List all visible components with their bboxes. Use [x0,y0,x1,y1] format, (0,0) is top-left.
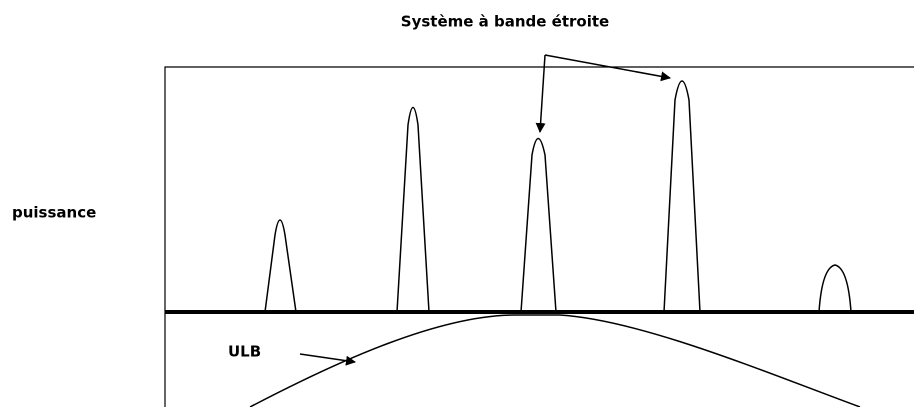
narrowband-peak [520,137,557,313]
narrowband-peak [818,264,852,313]
narrowband-peak [663,80,701,313]
arrow [544,54,671,82]
ulb-arrow [299,353,356,366]
ulb-label: ULB [228,343,261,361]
arrow [535,54,546,133]
narrowband-peak [264,219,297,313]
y-label: puissance [12,204,96,222]
frame [164,66,914,407]
title: Système à bande étroite [401,13,609,31]
ulb-curve [249,314,861,407]
narrowband-peak [396,106,430,313]
